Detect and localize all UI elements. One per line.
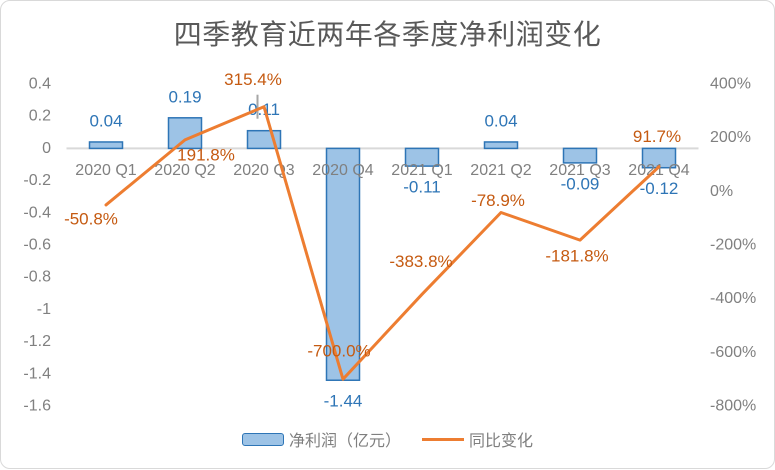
bar-2021-q2 bbox=[483, 141, 519, 150]
right-axis-tick-0: 400% bbox=[710, 76, 751, 93]
bar-label-2020-q2: 0.19 bbox=[168, 87, 201, 106]
category-label-2020-q2: 2020 Q2 bbox=[154, 162, 215, 179]
legend-item-yoy-change: 同比变化 bbox=[422, 427, 533, 451]
bar-label-2020-q1: 0.04 bbox=[89, 111, 122, 130]
line-label-2020-q4: -700.0% bbox=[307, 342, 370, 361]
bar-2021-q3 bbox=[562, 147, 598, 164]
chart-title: 四季教育近两年各季度净利润变化 bbox=[173, 18, 602, 51]
line-label-2020-q3: 315.4% bbox=[224, 70, 282, 89]
left-axis-tick-10: -1.6 bbox=[23, 398, 51, 415]
legend-item-net-profit: 净利润（亿元） bbox=[241, 427, 401, 451]
line-label-2020-q2: 191.8% bbox=[177, 145, 235, 164]
left-axis-tick-5: -0.6 bbox=[23, 237, 51, 254]
line-series-yoy-change bbox=[104, 105, 661, 381]
category-label-2020-q4: 2020 Q4 bbox=[312, 162, 373, 179]
line-label-2021-q1: -383.8% bbox=[389, 252, 452, 271]
line-label-2021-q2: -78.9% bbox=[471, 191, 525, 210]
category-label-2020-q3: 2020 Q3 bbox=[233, 162, 294, 179]
left-axis-tick-8: -1.2 bbox=[23, 333, 51, 350]
right-axis-tick-4: -400% bbox=[710, 290, 756, 307]
bar-series-swatch-icon bbox=[241, 432, 284, 446]
legend-label-yoy-change: 同比变化 bbox=[469, 433, 534, 450]
left-axis-tick-4: -0.4 bbox=[23, 204, 51, 221]
right-axis-tick-6: -800% bbox=[710, 398, 756, 415]
line-series-swatch-icon bbox=[422, 437, 464, 441]
line-label-2020-q1: -50.8% bbox=[64, 209, 118, 228]
bar-label-2020-q4: -1.44 bbox=[324, 392, 363, 411]
bar-2021-q1 bbox=[404, 147, 440, 167]
category-label-2021-q3: 2021 Q3 bbox=[549, 162, 610, 179]
bar-label-2021-q1: -0.11 bbox=[403, 178, 441, 197]
left-axis-tick-0: 0.4 bbox=[29, 76, 51, 93]
left-axis-tick-1: 0.2 bbox=[29, 108, 51, 125]
bar-label-2021-q3: -0.09 bbox=[561, 174, 600, 193]
left-axis-tick-7: -1 bbox=[37, 301, 51, 318]
category-label-2020-q1: 2020 Q1 bbox=[75, 162, 136, 179]
bar-label-2021-q4: -0.12 bbox=[640, 179, 679, 198]
legend-label-net-profit: 净利润（亿元） bbox=[288, 433, 401, 450]
right-axis-tick-2: 0% bbox=[710, 183, 733, 200]
legend: 净利润（亿元） 同比变化 bbox=[1, 428, 774, 450]
left-axis-tick-2: 0 bbox=[42, 140, 51, 157]
line-label-2021-q3: -181.8% bbox=[545, 247, 608, 266]
line-label-2021-q4: 91.7% bbox=[633, 127, 681, 146]
category-label-2021-q1: 2021 Q1 bbox=[391, 162, 452, 179]
left-axis-tick-9: -1.4 bbox=[23, 365, 51, 382]
category-label-2021-q4: 2021 Q4 bbox=[628, 162, 689, 179]
category-label-2021-q2: 2021 Q2 bbox=[470, 162, 531, 179]
bar-label-2021-q2: 0.04 bbox=[484, 111, 517, 130]
bar-2020-q1 bbox=[88, 141, 124, 150]
right-axis-tick-3: -200% bbox=[710, 237, 756, 254]
right-axis-tick-5: -600% bbox=[710, 344, 756, 361]
right-axis-tick-1: 200% bbox=[710, 129, 751, 146]
bar-2020-q2 bbox=[167, 117, 203, 150]
left-axis-tick-6: -0.8 bbox=[23, 269, 51, 286]
left-axis-tick-3: -0.2 bbox=[23, 172, 51, 189]
